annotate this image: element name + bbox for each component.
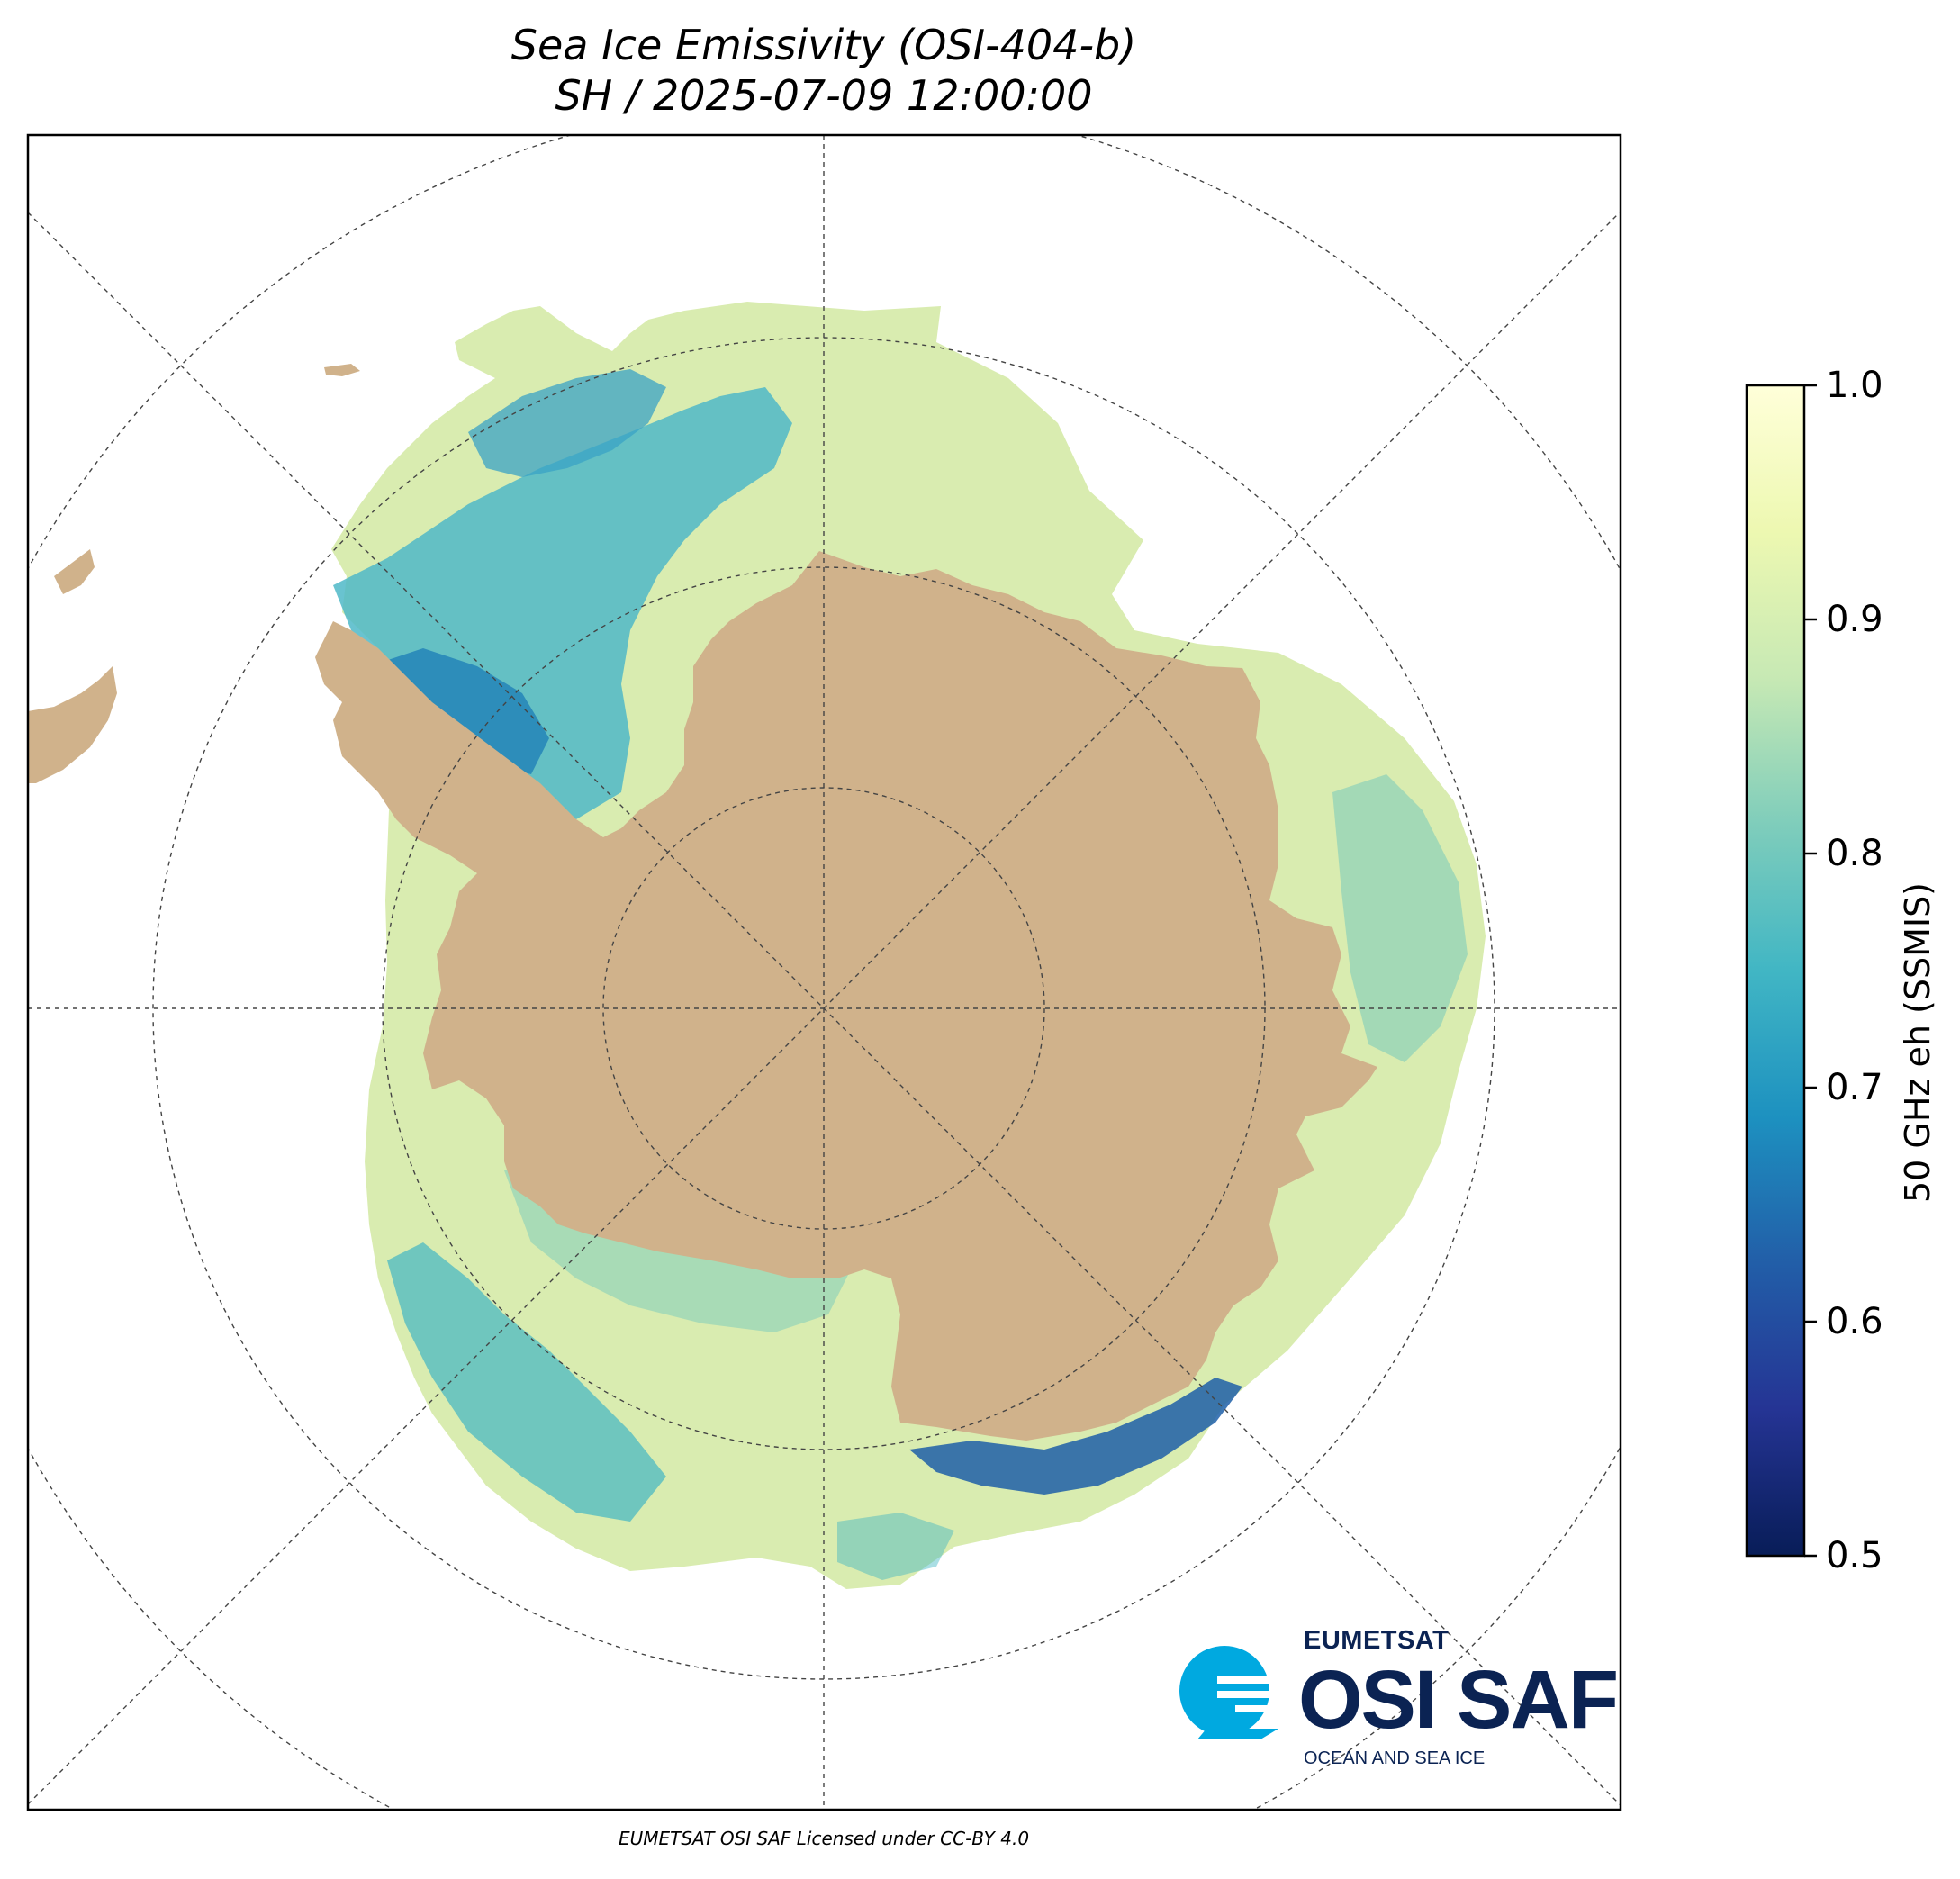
colorbar-label: 50 GHz eh (SSMIS) (1898, 881, 1937, 1204)
map-subtitle: SH / 2025-07-09 12:00:00 (555, 71, 1093, 120)
ice-patch-east (1332, 774, 1468, 1062)
colorbar-tick-label: 0.6 (1826, 1301, 1883, 1342)
meridian-45 (28, 212, 1621, 1806)
map-title: Sea Ice Emissivity (OSI-404-b) (510, 21, 1137, 69)
ice-patch-weddell-deep (369, 648, 549, 774)
colorbar (1745, 384, 1806, 1558)
meridian-135 (28, 211, 1621, 1805)
south-america-land (28, 666, 117, 783)
logo-eumetsat-text: EUMETSAT (1304, 1626, 1450, 1655)
ice-patch-amundsen (909, 1378, 1242, 1495)
colorbar-tick-label: 0.8 (1826, 833, 1883, 874)
colorbar-tick-label: 0.9 (1826, 599, 1883, 640)
ice-patch-weddell-north (468, 369, 666, 477)
map-frame (26, 133, 1622, 1811)
osisaf-logo-icon (1179, 1646, 1289, 1739)
falkland-land (324, 364, 360, 376)
ice-patch-pacific-2 (837, 1513, 954, 1580)
colorbar-tick-label: 0.7 (1826, 1067, 1883, 1108)
logo-osisaf-text: OSI SAF (1298, 1654, 1619, 1746)
colorbar-tick-label: 0.5 (1826, 1535, 1883, 1576)
antarctica-land (315, 551, 1377, 1441)
logo-subtitle-text: OCEAN AND SEA ICE (1304, 1748, 1486, 1768)
south-georgia-land (54, 549, 95, 594)
colorbar-tick-label: 1.0 (1826, 365, 1883, 406)
ice-patch-ross (387, 1242, 666, 1522)
credit-line: EUMETSAT OSI SAF Licensed under CC-BY 4.… (618, 1828, 1030, 1849)
